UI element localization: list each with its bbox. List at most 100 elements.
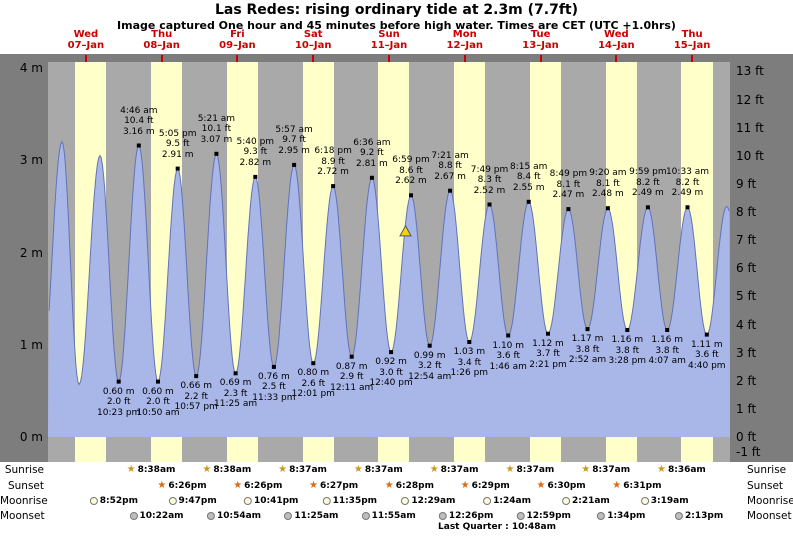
sunset-icon: ★ <box>612 479 622 491</box>
low-tide-annotation: 0.99 m 3.2 ft 12:54 am <box>408 351 451 383</box>
sunrise-time: 8:38am <box>137 465 176 475</box>
sunrise-time: 8:38am <box>213 465 252 475</box>
high-tide-marker <box>605 206 610 211</box>
annotation-line: 9:20 am <box>589 168 627 179</box>
sunrise-icon: ★ <box>656 464 666 475</box>
moonset-icon <box>516 512 525 520</box>
day-name: Thu <box>151 29 173 40</box>
y-axis-label-feet: 10 ft <box>736 148 764 163</box>
sunrise-icon: ★ <box>429 464 439 475</box>
low-tide-marker <box>311 361 316 366</box>
day-date: 07–Jan <box>67 40 105 51</box>
high-tide-marker <box>487 202 492 207</box>
low-tide-marker <box>271 364 276 369</box>
annotation-line: 5:57 am <box>275 124 313 135</box>
high-tide-annotation: 5:21 am 10.1 ft 3.07 m <box>198 114 235 146</box>
day-tick-mark <box>236 55 239 62</box>
annotation-line: 6:36 am <box>353 137 391 148</box>
moonrise-entry: 9:47pm <box>168 494 217 508</box>
day-tick-mark <box>615 55 618 62</box>
sunrise-entry: ★ 8:37am <box>278 463 327 477</box>
annotation-line: 2.52 m <box>473 185 506 196</box>
annotation-line: 2.49 m <box>671 188 704 199</box>
tide-curve-line <box>48 140 730 386</box>
day-label: Tue 13–Jan <box>509 29 573 51</box>
low-tide-marker <box>427 343 432 348</box>
annotation-line: 2.91 m <box>161 149 194 160</box>
annotation-line: 8:15 am <box>510 161 548 172</box>
y-axis-label-meters: 0 m <box>19 430 43 444</box>
sunset-entry: ★ 6:30pm <box>537 479 586 493</box>
y-axis-label-feet: -1 ft <box>736 445 761 459</box>
row-label-right-sunset: Sunset <box>747 479 784 492</box>
annotation-line: 7:49 pm <box>470 164 509 175</box>
day-date: 12–Jan <box>446 40 484 51</box>
day-date: 14–Jan <box>598 40 635 51</box>
moonset-time: 10:22am <box>139 511 184 521</box>
annotation-line: 9:59 pm <box>629 167 667 178</box>
annotation-line: 1:26 pm <box>450 368 489 378</box>
moonrise-entry: 12:29am <box>401 494 455 508</box>
day-date: 11–Jan <box>370 40 408 51</box>
annotation-line: 8.8 ft <box>438 161 462 172</box>
y-axis-label-feet: 2 ft <box>736 373 757 388</box>
annotation-line: 11:25 am <box>214 399 258 410</box>
sunset-icon: ★ <box>233 479 243 491</box>
high-tide-annotation: 7:21 am 8.8 ft 2.67 m <box>431 151 468 183</box>
y-axis-label-feet: 4 ft <box>736 317 757 332</box>
annotation-line: 2.0 ft <box>146 397 170 408</box>
day-label: Wed 07–Jan <box>54 29 118 51</box>
day-label: Wed 14–Jan <box>584 29 648 51</box>
sunset-icon: ★ <box>157 479 167 491</box>
moonset-time: 10:54am <box>216 511 262 521</box>
annotation-line: 10:57 pm <box>174 402 218 413</box>
low-tide-annotation: 1.10 m 3.6 ft 1:46 am <box>490 341 527 373</box>
annotation-line: 1.16 m <box>651 335 684 345</box>
day-date: 09–Jan <box>219 40 256 51</box>
annotation-line: 3.16 m <box>122 126 155 137</box>
low-tide-annotation: 1.16 m 3.8 ft 4:07 am <box>649 335 686 367</box>
row-label-right-sunrise: Sunrise <box>747 464 787 476</box>
sunrise-time: 8:36am <box>667 465 706 475</box>
annotation-line: 0.92 m <box>375 357 407 368</box>
sunset-icon: ★ <box>460 479 470 491</box>
high-tide-annotation: 6:59 pm 8.6 ft 2.62 m <box>392 155 430 187</box>
day-name: Wed <box>604 29 629 40</box>
annotation-line: 2.95 m <box>278 145 310 156</box>
moonrise-icon <box>322 497 331 505</box>
moonrise-entry: 2:21am <box>561 494 610 508</box>
moonset-icon <box>597 512 606 520</box>
y-axis-label-feet: 6 ft <box>736 261 757 276</box>
annotation-line: 2.5 ft <box>262 382 286 393</box>
current-tide-marker <box>399 224 412 237</box>
moonset-icon <box>674 512 683 520</box>
day-name: Fri <box>230 29 245 40</box>
moonset-time: 12:26pm <box>448 511 494 521</box>
day-label: Sun 11–Jan <box>357 29 421 51</box>
sunrise-entry: ★ 8:38am <box>127 463 176 477</box>
high-tide-marker <box>409 193 413 198</box>
plot-area <box>48 62 730 462</box>
annotation-line: 10:50 am <box>136 407 180 418</box>
annotation-line: 0.66 m <box>180 381 213 392</box>
sunset-icon: ★ <box>309 479 318 491</box>
high-tide-annotation: 7:49 pm 8.3 ft 2.52 m <box>471 165 509 197</box>
moonrise-icon <box>89 497 98 505</box>
high-tide-annotation: 5:40 pm 9.3 ft 2.82 m <box>237 137 275 169</box>
row-label-left-sunset: Sunset <box>7 479 44 492</box>
annotation-line: 8.3 ft <box>477 175 502 185</box>
low-tide-marker <box>546 331 550 336</box>
low-tide-annotation: 1.11 m 3.6 ft 4:40 pm <box>688 340 726 372</box>
row-label-right-moonrise: Moonrise <box>747 495 793 507</box>
low-tide-annotation: 0.92 m 3.0 ft 12:40 pm <box>369 357 412 389</box>
row-label-left-moonrise: Moonrise <box>0 495 48 507</box>
moonset-entry: 12:59pm <box>516 509 571 523</box>
moonrise-icon <box>561 497 570 505</box>
high-tide-annotation: 8:15 am 8.4 ft 2.55 m <box>510 162 547 194</box>
annotation-line: 6:59 pm <box>392 155 430 166</box>
annotation-line: 2.2 ft <box>184 391 209 402</box>
annotation-line: 4:46 am <box>120 105 158 116</box>
annotation-line: 1.16 m <box>611 335 644 345</box>
high-tide-marker <box>448 188 453 193</box>
